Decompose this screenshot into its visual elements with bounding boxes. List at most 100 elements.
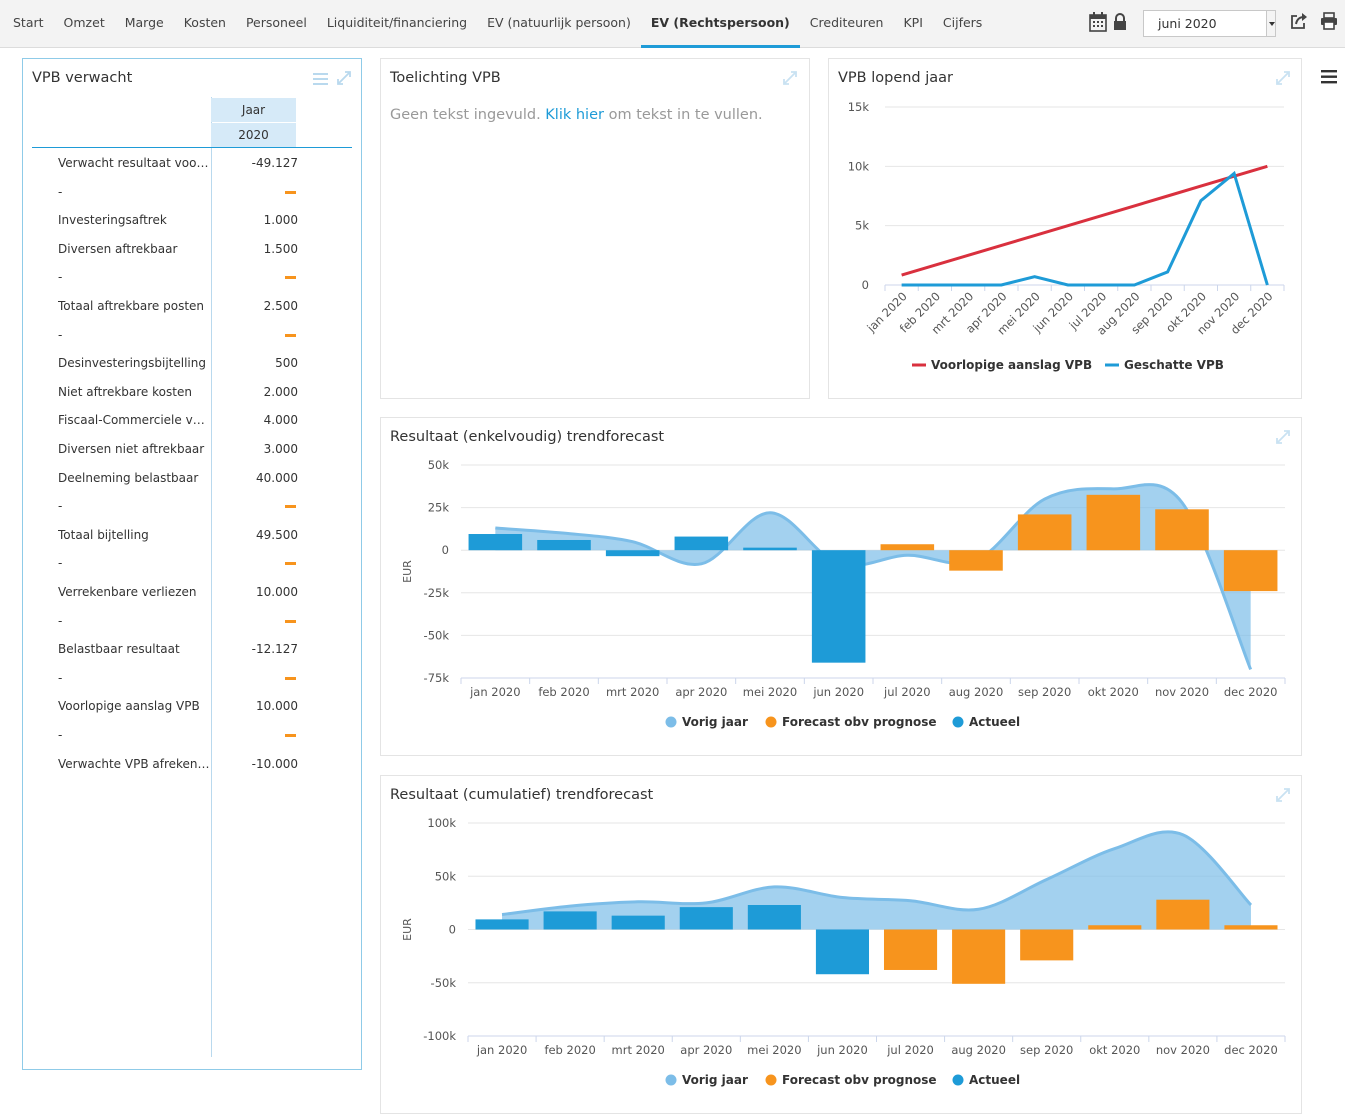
x-tick-label: jul 2020	[883, 685, 931, 699]
nav-item-4[interactable]: Personeel	[245, 15, 307, 30]
vpb-lopend-jaar-panel: VPB lopend jaar 15k 10k 5k 0 jan 2020 feb 202…	[828, 58, 1302, 399]
nav-item-10[interactable]: Cijfers	[942, 15, 983, 30]
nav-item-7[interactable]: EV (Rechtspersoon)	[640, 0, 800, 48]
bar	[883, 929, 938, 970]
row-value: 1.500	[263, 241, 298, 256]
month-select-value: juni 2020	[1158, 16, 1217, 31]
column-header-year: 2020	[211, 123, 296, 147]
share-icon[interactable]	[1290, 12, 1310, 34]
vpb-verwacht-panel: VPB verwacht Jaar 2020 Verwacht resultaa…	[22, 58, 362, 1070]
row-value: 49.500	[256, 527, 298, 542]
cumulatief-bar-chart: 100k 50k 0 -50k -100k jan 2020 feb 2020 mrt 202…	[401, 816, 1286, 1087]
bar	[679, 907, 733, 930]
area-line	[501, 830, 1253, 917]
nav-item-8[interactable]: Crediteuren	[809, 15, 884, 30]
legend-item: Geschatte VPB	[1124, 358, 1224, 372]
table-row: Diversen aftrekbaar 1.500	[32, 235, 352, 263]
nav-item-2[interactable]: Marge	[124, 15, 164, 30]
area-fill	[502, 831, 1251, 930]
bar	[949, 550, 1003, 571]
table-row: Totaal aftrekbare posten 2.500	[32, 292, 352, 320]
nav-item-0[interactable]: Start	[13, 15, 44, 30]
row-label: -	[58, 270, 63, 285]
expand-icon[interactable]	[336, 70, 352, 86]
fill-text-link[interactable]: Klik hier	[545, 107, 604, 123]
row-value: 1.000	[263, 213, 298, 228]
row-value: 500	[275, 356, 298, 371]
bar	[543, 911, 597, 930]
x-tick-label: mei 2020	[747, 1043, 801, 1057]
x-tick-label: jun 2020	[816, 1043, 868, 1057]
legend-item: Forecast obv prognose	[782, 715, 937, 729]
x-tick-label: jan 2020	[476, 1043, 527, 1057]
x-tick-label: okt 2020	[1089, 1043, 1140, 1057]
main-nav: Start Omzet Marge Kosten Personeel Liquiditei…	[3, 0, 992, 48]
nav-item-1[interactable]: Omzet	[63, 15, 105, 30]
dash-marker	[285, 562, 296, 566]
y-tick-label: -100k	[423, 1029, 456, 1043]
legend-item: Forecast obv prognose	[782, 1073, 937, 1087]
table-row: Belastbaar resultaat -12.127	[32, 635, 352, 663]
column-divider	[211, 97, 212, 1057]
table-row: -	[32, 549, 352, 577]
table-row: Verrekenbare verliezen 10.000	[32, 578, 352, 606]
panel-title: Resultaat (enkelvoudig) trendforecast	[390, 429, 665, 445]
enkelvoudig-bar-chart: 50k 25k 0 -25k -50k -75k jan 2020 feb 2020 mrt 2…	[401, 458, 1286, 729]
legend-marker	[952, 716, 964, 728]
y-tick-label: 0	[442, 543, 449, 557]
nav-item-3[interactable]: Kosten	[183, 15, 226, 30]
x-tick-label: nov 2020	[1156, 1043, 1210, 1057]
table-row: Investeringsaftrek 1.000	[32, 206, 352, 234]
lock-icon[interactable]	[1113, 12, 1133, 34]
row-label: Belastbaar resultaat	[58, 642, 180, 657]
month-select[interactable]: juni 2020	[1143, 10, 1276, 37]
dash-marker	[285, 619, 296, 623]
y-tick-label: -75k	[424, 671, 450, 685]
row-label: -	[58, 499, 63, 514]
row-label: Verrekenbare verliezen	[58, 585, 197, 599]
table-row: Fiscaal-Commerciele verschillen 4.000	[32, 406, 352, 434]
table-row: Deelneming belastbaar 40.000	[32, 464, 352, 492]
dash-marker	[285, 734, 296, 737]
legend-marker	[765, 1074, 777, 1086]
table-row: Verwachte VPB afrekening -10.000	[32, 750, 352, 778]
legend-item: Vorig jaar	[682, 715, 748, 729]
row-value: -49.127	[251, 156, 298, 170]
row-value: 40.000	[256, 470, 298, 485]
bar	[674, 536, 729, 551]
panel-title: VPB verwacht	[32, 70, 133, 86]
expand-icon[interactable]	[1275, 787, 1291, 803]
row-label: Totaal bijtelling	[58, 527, 149, 542]
nav-item-5[interactable]: Liquiditeit/financiering	[326, 15, 468, 30]
row-value: 2.500	[263, 299, 298, 313]
row-label: Deelneming belastbaar	[58, 470, 199, 485]
row-value: 2.000	[263, 384, 298, 399]
legend-marker	[765, 716, 777, 728]
panel-title: Resultaat (cumulatief) trendforecast	[390, 787, 654, 803]
list-icon[interactable]	[313, 71, 329, 87]
legend-item: Vorig jaar	[682, 1073, 748, 1087]
row-label: -	[58, 670, 63, 685]
table-row: -	[32, 178, 352, 206]
expand-icon[interactable]	[1275, 429, 1291, 445]
row-label: -	[58, 613, 63, 628]
nav-item-9[interactable]: KPI	[903, 15, 923, 30]
bar	[1017, 514, 1072, 551]
row-label: Verwachte VPB afrekening	[58, 756, 210, 771]
y-tick-label: 0	[449, 923, 456, 937]
menu-icon[interactable]	[1321, 69, 1337, 84]
nav-item-6[interactable]: EV (natuurlijk persoon)	[487, 15, 631, 30]
y-tick-label: -50k	[424, 628, 450, 642]
print-icon[interactable]	[1320, 12, 1340, 34]
row-value: 3.000	[263, 442, 298, 456]
bar	[1155, 509, 1209, 551]
legend-item: Actueel	[969, 1073, 1020, 1087]
calendar-icon[interactable]	[1089, 12, 1109, 34]
bar	[1020, 929, 1074, 961]
expand-icon[interactable]	[782, 70, 798, 86]
x-tick-label: jul 2020	[886, 1043, 934, 1057]
expand-icon[interactable]	[1275, 70, 1291, 86]
legend-marker	[665, 1074, 677, 1086]
series-line-0	[901, 164, 1268, 277]
